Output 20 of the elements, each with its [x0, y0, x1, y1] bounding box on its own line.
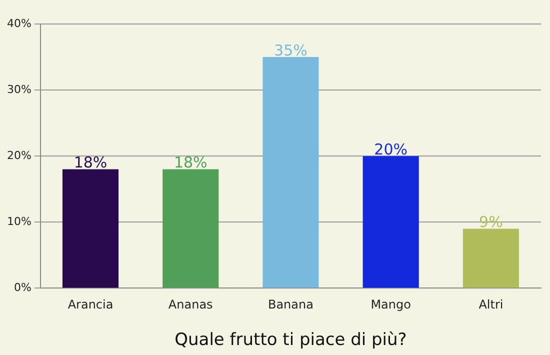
x-tick-label: Arancia [68, 298, 114, 312]
x-tick-label: Mango [370, 298, 411, 312]
x-tick-label: Altri [478, 298, 504, 312]
bar [62, 169, 119, 288]
y-tick-label: 30% [6, 82, 32, 96]
y-tick-label: 20% [6, 148, 32, 162]
bar [262, 57, 319, 288]
y-tick-label: 0% [14, 281, 32, 294]
y-tick-label: 10% [6, 215, 32, 228]
x-tick-label: Banana [268, 298, 314, 312]
bar [162, 169, 219, 288]
x-tick-label: Ananas [168, 298, 213, 312]
x-axis-title: Quale frutto ti piace di più? [174, 330, 407, 350]
data-label: 35% [274, 41, 308, 60]
bar [362, 156, 419, 288]
data-label: 20% [374, 140, 408, 158]
data-label: 18% [174, 154, 208, 172]
data-label: 18% [74, 154, 108, 172]
y-tick-label: 40% [6, 16, 32, 30]
bar [462, 228, 519, 288]
